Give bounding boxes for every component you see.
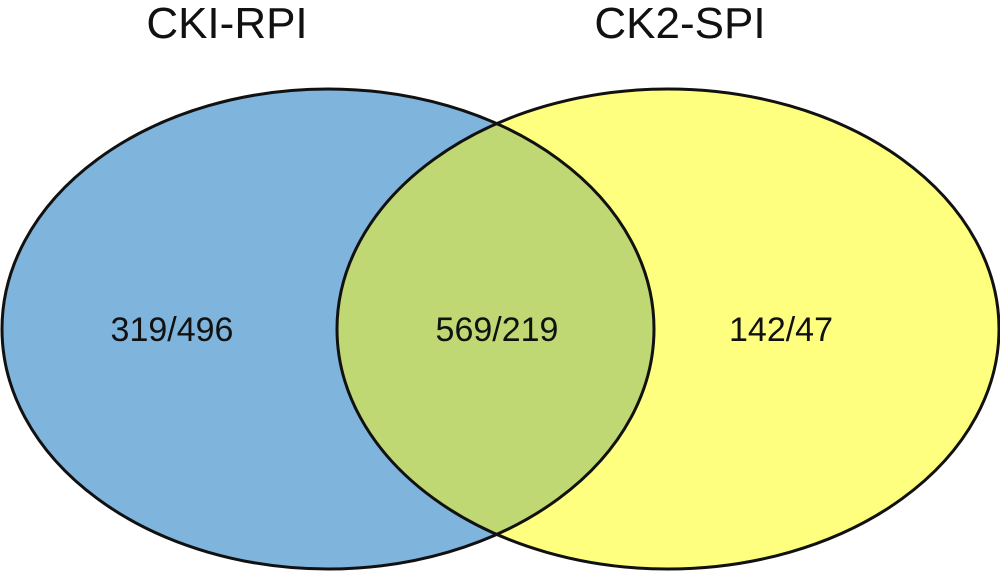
set-title-ck2-spi: CK2-SPI [594, 0, 765, 48]
set-title-cki-rpi: CKI-RPI [146, 0, 307, 48]
overlap-region [337, 89, 654, 569]
region-label-cki-rpi-only: 319/496 [111, 311, 234, 349]
region-label-ck2-spi-only: 142/47 [729, 311, 833, 349]
region-label-overlap: 569/219 [436, 311, 559, 349]
set-outline-ck2-spi [335, 87, 1000, 571]
set-outline-cki-rpi [0, 87, 656, 571]
